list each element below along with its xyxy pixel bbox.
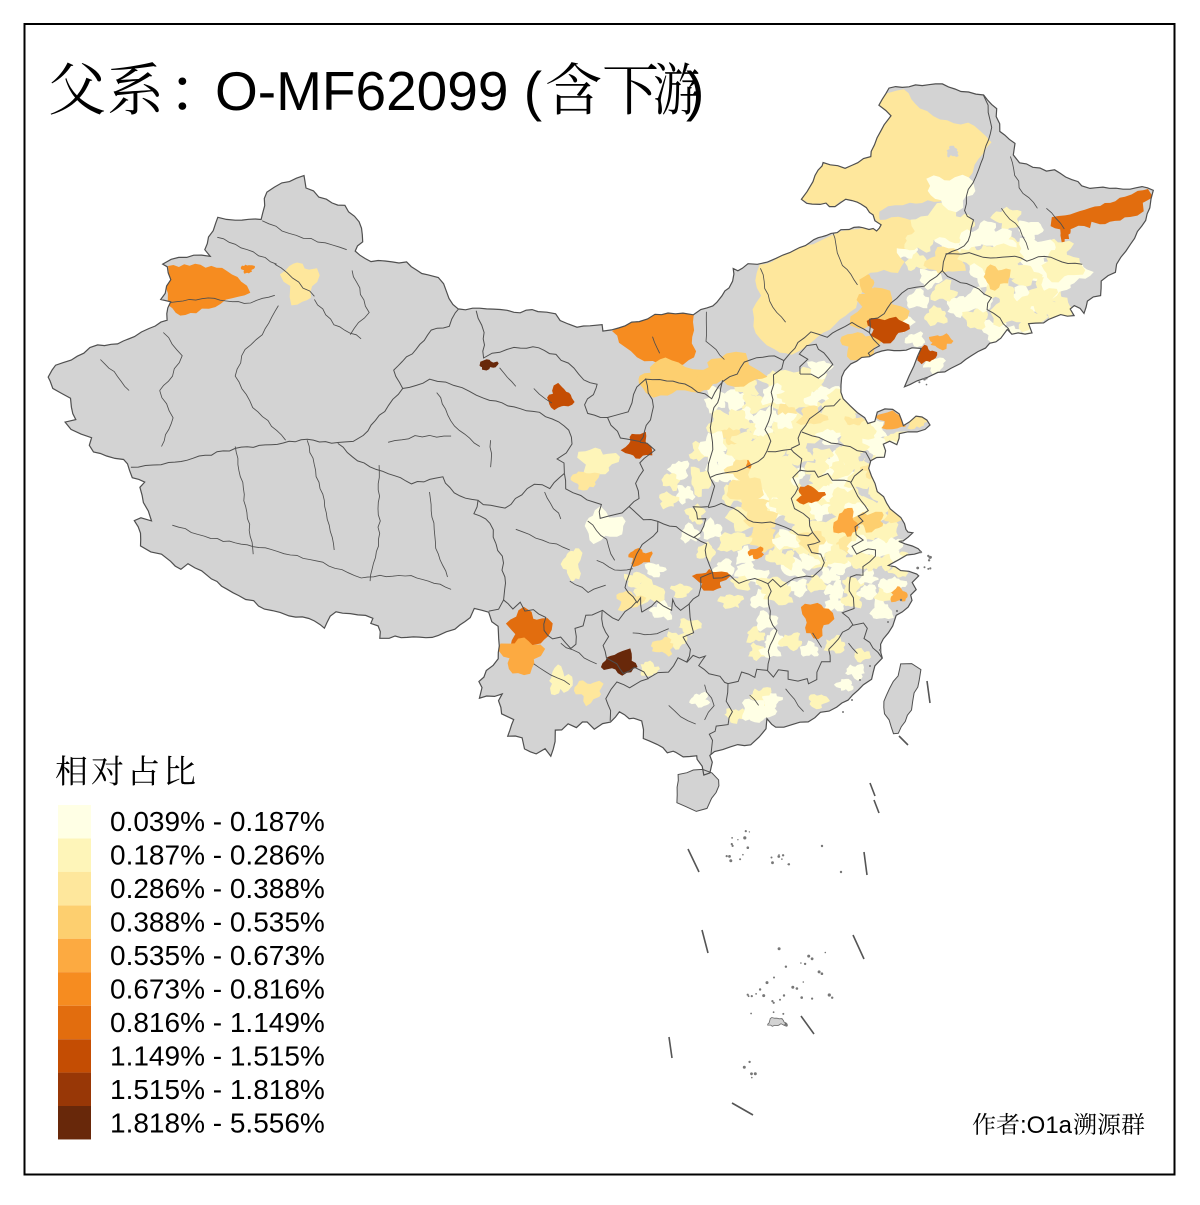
svg-text:O-MF62099 (: O-MF62099 ( bbox=[215, 60, 542, 122]
svg-text:): ) bbox=[686, 60, 704, 122]
svg-text:0.535% - 0.673%: 0.535% - 0.673% bbox=[110, 940, 325, 971]
svg-text:0.388% - 0.535%: 0.388% - 0.535% bbox=[110, 907, 325, 938]
svg-text:1.149% - 1.515%: 1.149% - 1.515% bbox=[110, 1040, 325, 1071]
svg-text::O1a: :O1a bbox=[1020, 1112, 1073, 1139]
svg-text:1.818% - 5.556%: 1.818% - 5.556% bbox=[110, 1107, 325, 1138]
svg-text:0.187% - 0.286%: 0.187% - 0.286% bbox=[110, 840, 325, 871]
svg-text:0.816% - 1.149%: 0.816% - 1.149% bbox=[110, 1007, 325, 1038]
svg-text:0.039% - 0.187%: 0.039% - 0.187% bbox=[110, 806, 325, 837]
svg-text:0.286% - 0.388%: 0.286% - 0.388% bbox=[110, 873, 325, 904]
svg-text:0.673% - 0.816%: 0.673% - 0.816% bbox=[110, 974, 325, 1005]
svg-text:1.515% - 1.818%: 1.515% - 1.818% bbox=[110, 1074, 325, 1105]
